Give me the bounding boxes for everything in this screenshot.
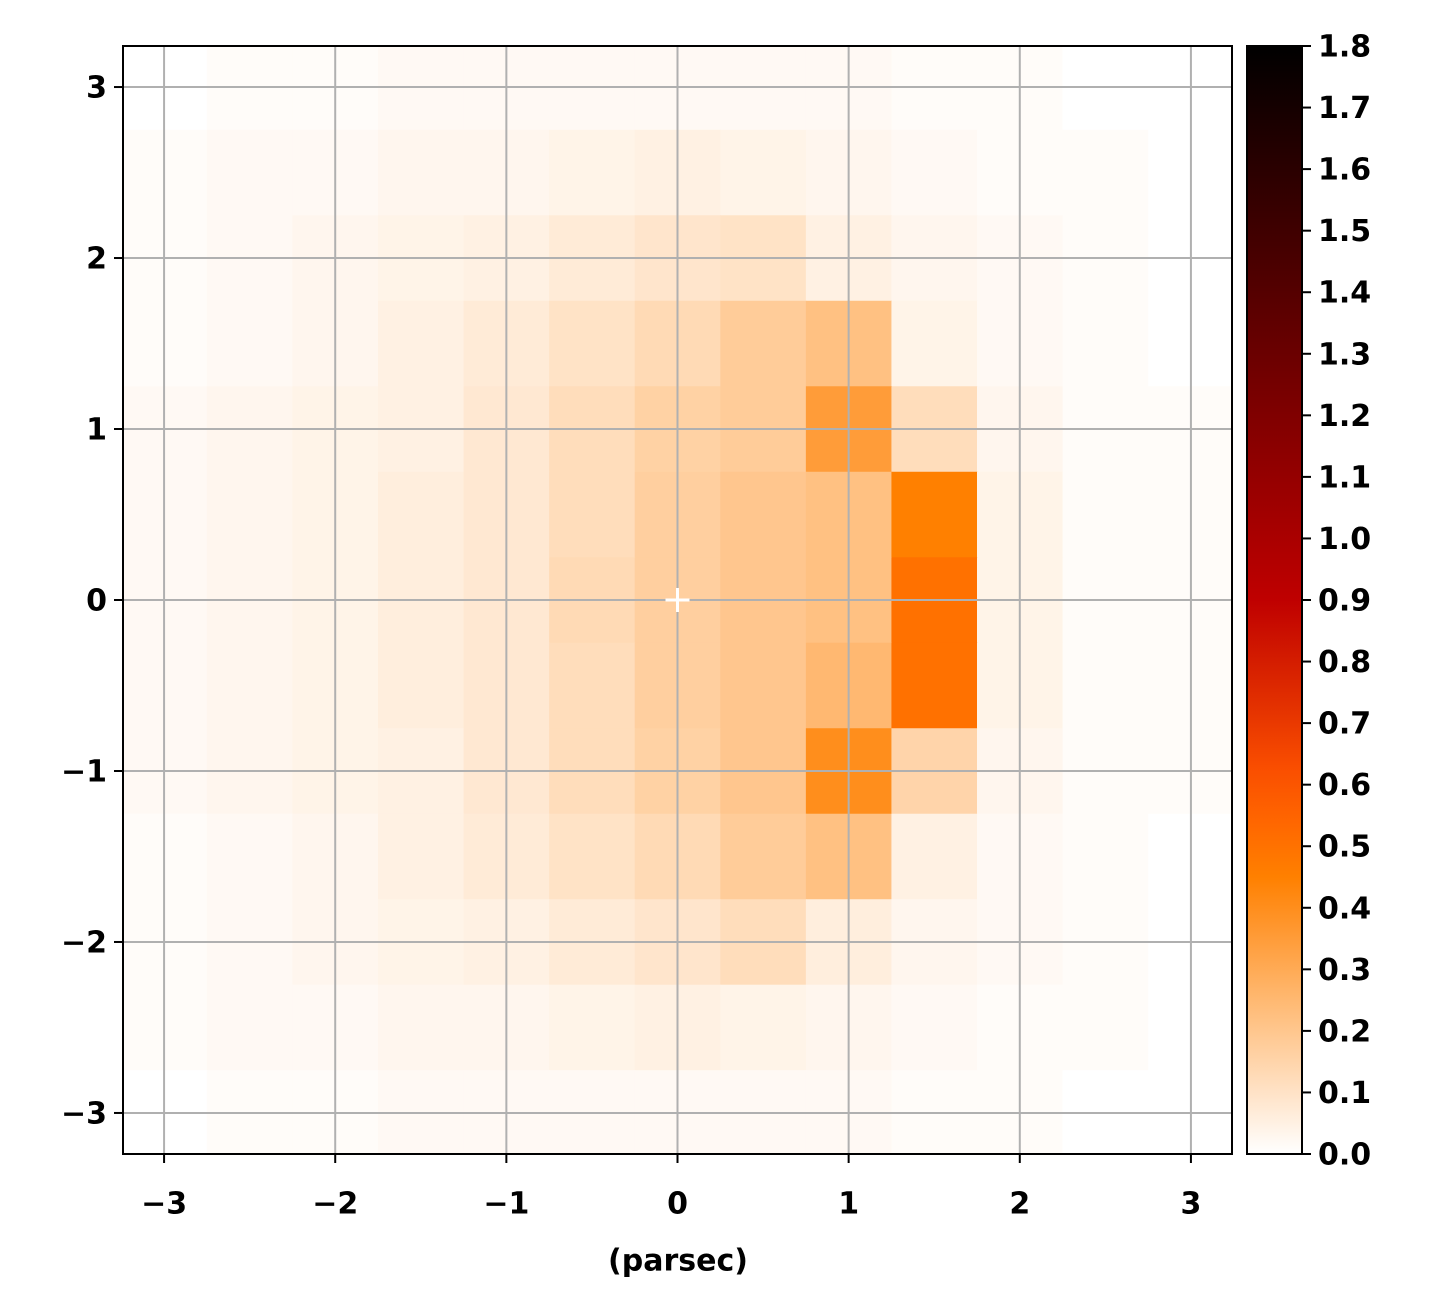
x-tick-label: −2 bbox=[312, 1187, 358, 1222]
colorbar-tick-label: 1.1 bbox=[1318, 460, 1371, 495]
colorbar-tick-label: 0.7 bbox=[1318, 707, 1371, 742]
heatmap-cell bbox=[1062, 46, 1149, 131]
y-tick-label: 0 bbox=[86, 584, 107, 619]
colorbar-tick-label: 1.4 bbox=[1318, 276, 1371, 311]
heatmap-cell bbox=[123, 471, 208, 558]
heatmap-cell bbox=[1062, 813, 1149, 900]
heatmap-cell bbox=[206, 642, 294, 729]
y-tick-label: 2 bbox=[86, 242, 107, 277]
heatmap-cell bbox=[1062, 129, 1149, 216]
heatmap-cell bbox=[720, 300, 807, 387]
heatmap-cell bbox=[891, 46, 978, 131]
grid bbox=[123, 46, 1232, 1154]
colorbar-tick-label: 1.2 bbox=[1318, 399, 1371, 434]
heatmap-cell bbox=[891, 813, 978, 900]
heatmap-cell bbox=[720, 984, 807, 1071]
x-tick-label: −1 bbox=[483, 1187, 529, 1222]
y-tick-label: −2 bbox=[61, 925, 107, 960]
colorbar-tick-label: 0.4 bbox=[1318, 891, 1371, 926]
heatmap-cell bbox=[123, 984, 208, 1071]
heatmap-cell bbox=[549, 129, 636, 216]
heatmap-cell bbox=[1062, 471, 1149, 558]
colorbar-tick-label: 0.1 bbox=[1318, 1076, 1371, 1111]
x-tick-label: 0 bbox=[667, 1187, 688, 1222]
colorbar-tick-label: 1.5 bbox=[1318, 214, 1371, 249]
center-marker bbox=[665, 588, 690, 612]
heatmap-cell bbox=[123, 813, 208, 900]
colorbar-tick-label: 1.6 bbox=[1318, 153, 1371, 188]
heatmap-cell bbox=[1062, 984, 1149, 1071]
heatmap-cell bbox=[549, 642, 636, 729]
heatmap-cell bbox=[123, 300, 208, 387]
colorbar-tick-label: 1.3 bbox=[1318, 337, 1371, 372]
heatmap-cell bbox=[378, 471, 465, 558]
heatmap-cell bbox=[206, 471, 294, 558]
heatmap-cell bbox=[720, 813, 807, 900]
colorbar-tick-label: 1.7 bbox=[1318, 91, 1371, 126]
x-axis-label: (parsec) bbox=[608, 1244, 748, 1279]
heatmap-cell bbox=[1062, 300, 1149, 387]
heatmap-cell bbox=[123, 46, 208, 131]
heatmap-cell bbox=[720, 471, 807, 558]
heatmap-cell bbox=[206, 46, 294, 131]
heatmap-cell bbox=[378, 642, 465, 729]
heatmap-cell bbox=[378, 813, 465, 900]
y-tick-label: 3 bbox=[86, 71, 107, 106]
heatmap-cell bbox=[378, 300, 465, 387]
heatmap-cell bbox=[891, 471, 978, 558]
x-tick-label: 2 bbox=[1009, 1187, 1030, 1222]
y-tick-label: 1 bbox=[86, 413, 107, 448]
colorbar-tick-label: 0.5 bbox=[1318, 830, 1371, 865]
x-tick-label: 1 bbox=[838, 1187, 859, 1222]
colorbar-tick-label: 0.0 bbox=[1318, 1138, 1371, 1173]
heatmap-cell bbox=[549, 813, 636, 900]
colorbar-tick-label: 0.3 bbox=[1318, 953, 1371, 988]
heatmap-cell bbox=[378, 129, 465, 216]
colorbar-tick-label: 0.2 bbox=[1318, 1014, 1371, 1049]
heatmap-cell bbox=[549, 46, 636, 131]
heatmap-cell bbox=[720, 642, 807, 729]
heatmap-cell bbox=[549, 300, 636, 387]
colorbar-tick-label: 0.9 bbox=[1318, 584, 1371, 619]
heatmap-cell bbox=[720, 129, 807, 216]
heatmap-cell bbox=[720, 46, 807, 131]
heatmap-cell bbox=[206, 984, 294, 1071]
x-tick-label: −3 bbox=[141, 1187, 187, 1222]
heatmap-cell bbox=[891, 129, 978, 216]
heatmap-cell bbox=[378, 46, 465, 131]
heatmap-cell bbox=[123, 642, 208, 729]
colorbar-tick-label: 0.8 bbox=[1318, 645, 1371, 680]
heatmap-cell bbox=[891, 984, 978, 1071]
colorbar-tick-label: 0.6 bbox=[1318, 768, 1371, 803]
heatmap-cell bbox=[891, 642, 978, 729]
heatmap-cell bbox=[378, 984, 465, 1071]
heatmap-cell bbox=[206, 813, 294, 900]
x-tick-label: 3 bbox=[1180, 1187, 1201, 1222]
heatmap-cell bbox=[891, 300, 978, 387]
y-tick-label: −3 bbox=[61, 1096, 107, 1131]
colorbar-tick-label: 1.0 bbox=[1318, 522, 1371, 557]
colorbar bbox=[1246, 45, 1303, 1155]
heatmap-cell bbox=[123, 129, 208, 216]
heatmap-cell bbox=[549, 471, 636, 558]
heatmap-cell bbox=[549, 984, 636, 1071]
heatmap-cell bbox=[206, 300, 294, 387]
y-tick-label: −1 bbox=[61, 754, 107, 789]
heatmap-cell bbox=[1062, 642, 1149, 729]
colorbar-tick-label: 1.8 bbox=[1318, 30, 1371, 65]
heatmap-cell bbox=[206, 129, 294, 216]
